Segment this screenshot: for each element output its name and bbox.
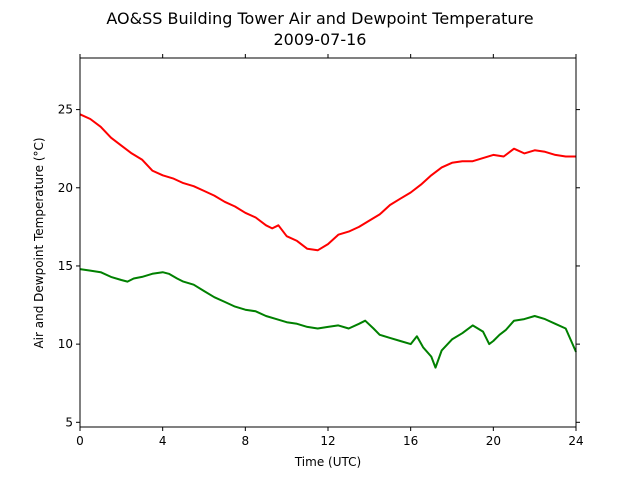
series-line-0 (79, 113, 576, 252)
series-line-1 (79, 268, 577, 369)
x-tick-label-4: 4 (159, 434, 167, 448)
x-tick-label-16: 16 (403, 434, 418, 448)
chart-subtitle: 2009-07-16 (274, 30, 367, 49)
x-tick-label-20: 20 (486, 434, 501, 448)
chart-title: AO&SS Building Tower Air and Dewpoint Te… (106, 9, 533, 28)
x-tick-label-0: 0 (76, 434, 84, 448)
x-tick-label-24: 24 (568, 434, 583, 448)
y-tick-label-20: 20 (58, 181, 73, 195)
plot-frame (79, 57, 577, 428)
x-tick-label-8: 8 (242, 434, 250, 448)
x-tick-label-12: 12 (320, 434, 335, 448)
y-axis-label: Air and Dewpoint Temperature (°C) (32, 137, 46, 348)
y-tick-label-10: 10 (58, 337, 73, 351)
plot-area: 0 4 8 12 16 20 24 5 10 15 20 25 (58, 54, 584, 448)
y-tick-label-5: 5 (65, 415, 73, 429)
y-tick-label-25: 25 (58, 103, 73, 117)
x-axis-label: Time (UTC) (294, 455, 361, 469)
y-tick-label-15: 15 (58, 259, 73, 273)
